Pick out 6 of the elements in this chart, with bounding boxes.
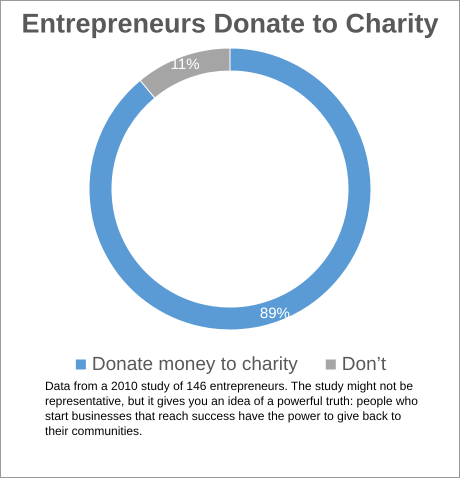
text: Data from a 2010 study of 146 entrepreneurs. The study might not be representative, but it gives you an idea of a powerful truth: people who start businesses that reach success have the power to give back to their communities. bbox=[45, 379, 419, 439]
legend-label: Don’t bbox=[342, 354, 387, 375]
data-label: 11% bbox=[170, 56, 200, 73]
data-label: 89% bbox=[260, 305, 290, 322]
chart-title: Entrepreneurs Donate to Charity bbox=[21, 8, 439, 38]
legend-label: Donate money to charity bbox=[92, 354, 298, 375]
